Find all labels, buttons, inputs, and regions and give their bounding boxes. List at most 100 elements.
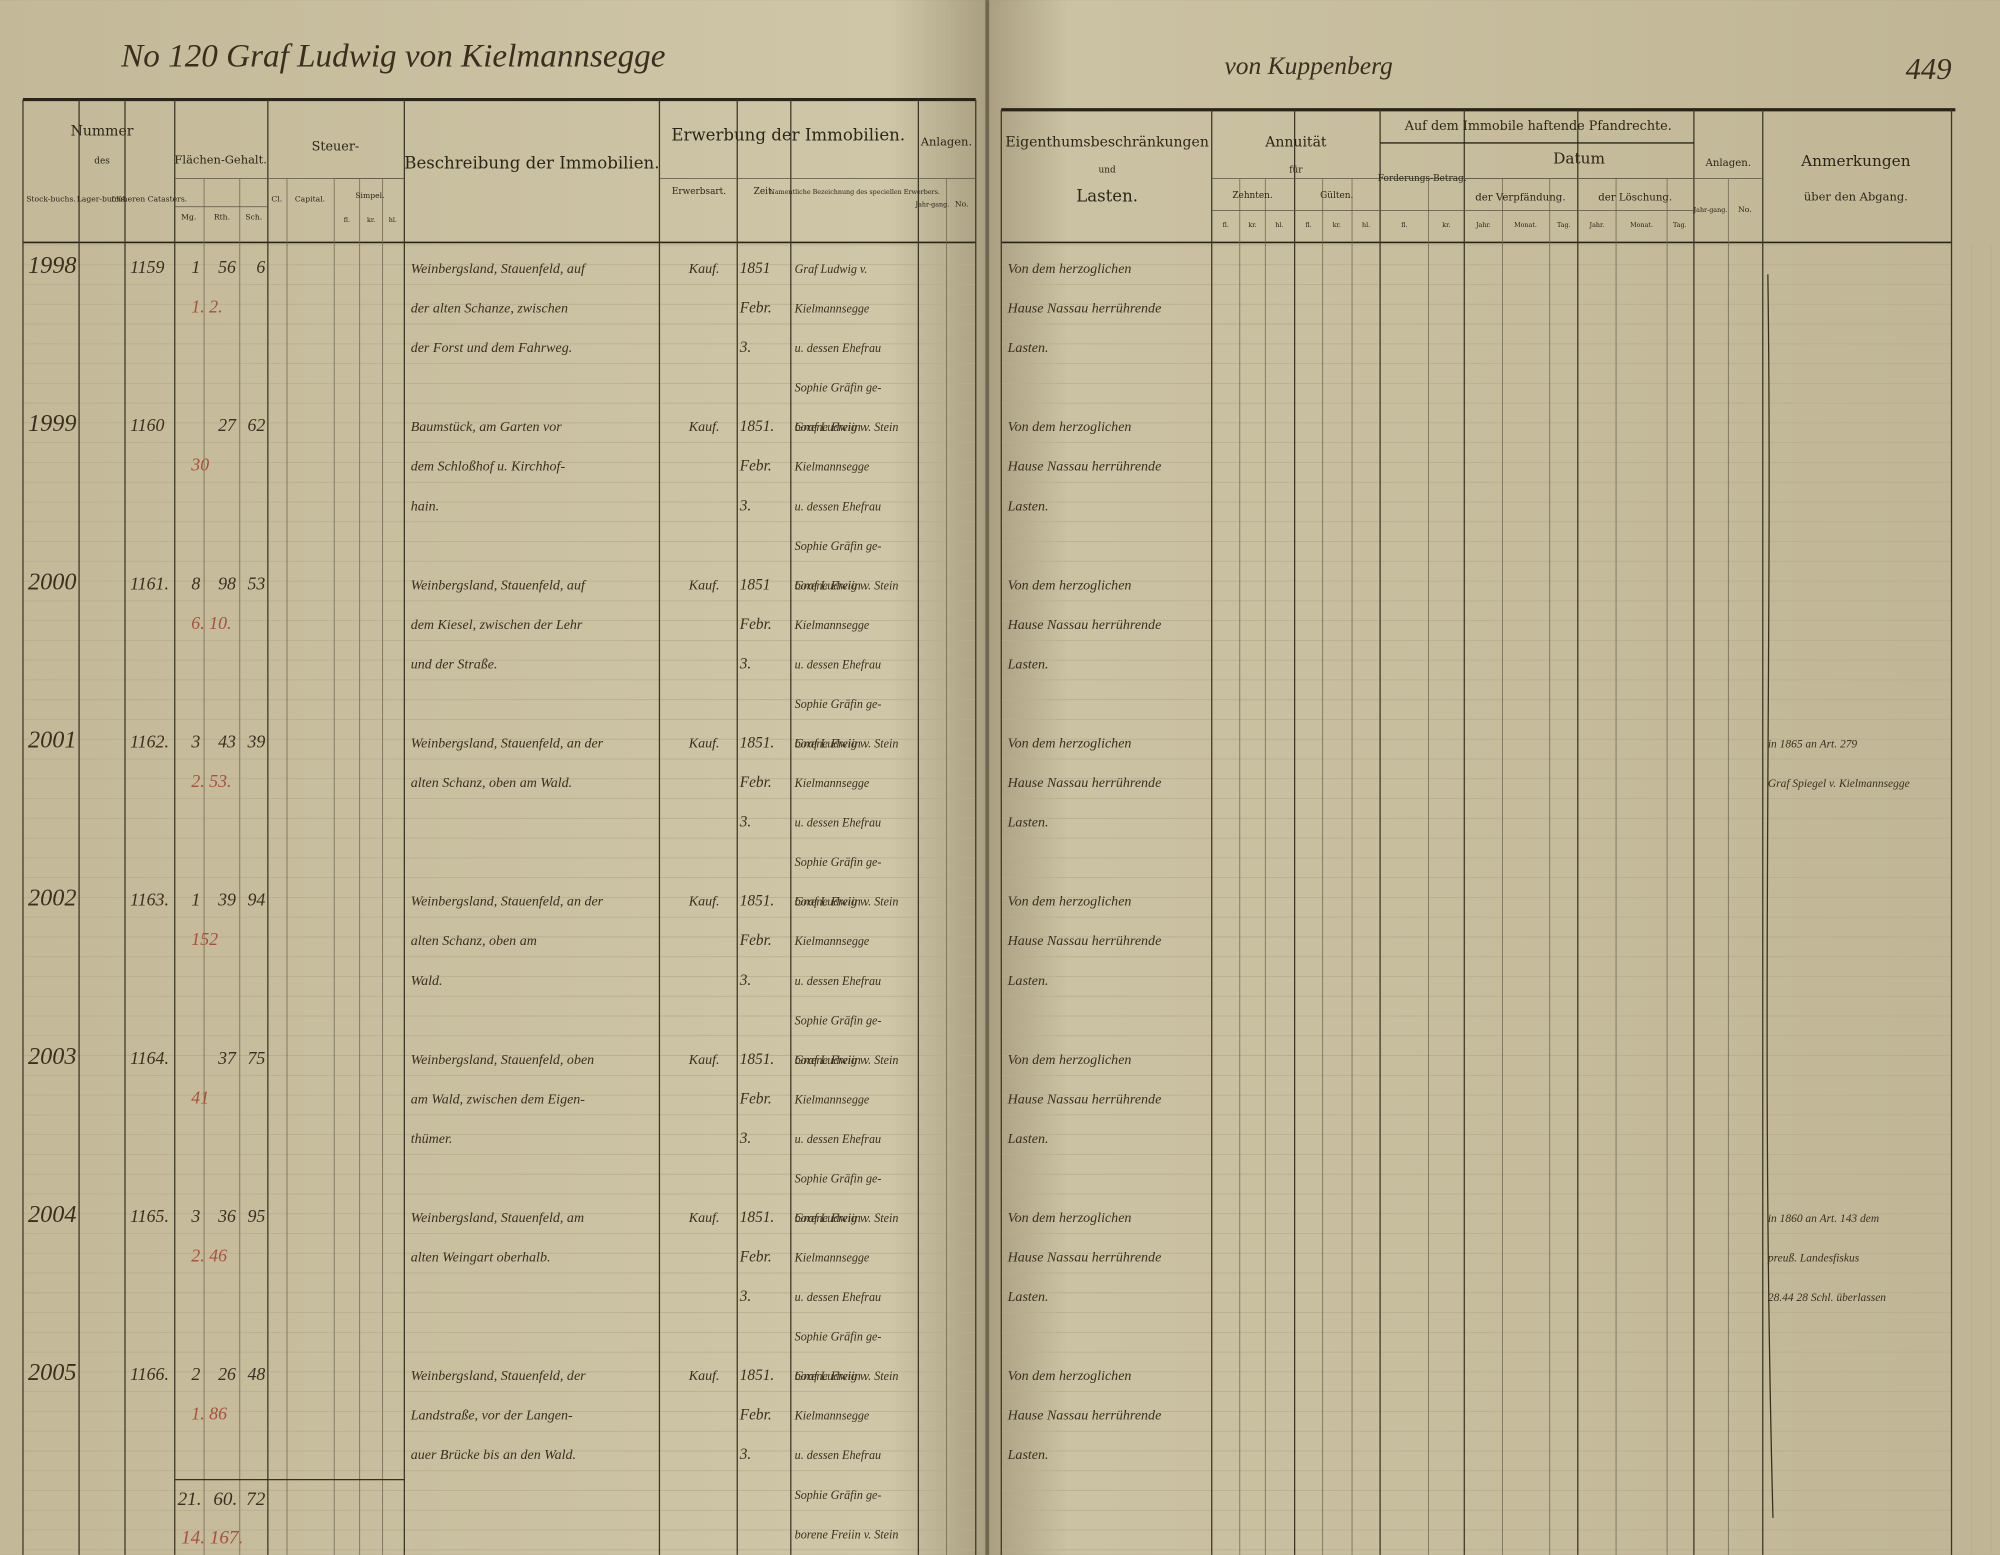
acquisition-type: Kauf. xyxy=(688,1052,720,1068)
encumbrance: Lasten. xyxy=(1007,973,1049,989)
column-header: No. xyxy=(955,200,969,209)
description: Wald. xyxy=(411,973,443,989)
encumbrance: Von dem herzoglichen xyxy=(1008,577,1132,593)
acquisition-date: 1851 xyxy=(740,576,771,593)
column-header: fl. xyxy=(1401,221,1407,229)
acquirer: Kielmannsegge xyxy=(794,1251,870,1265)
acquirer: u. dessen Ehefrau xyxy=(795,1290,881,1304)
acquisition-date: 1851. xyxy=(740,1209,774,1226)
acquirer: Sophie Gräfin ge- xyxy=(795,697,882,711)
area-rth: 39 xyxy=(217,890,236,910)
column-header: Erwerbsart. xyxy=(672,187,726,197)
encumbrance: Von dem herzoglichen xyxy=(1008,1052,1132,1068)
area-rth: 43 xyxy=(218,732,236,752)
acquirer: Graf Ludwig v. xyxy=(795,262,868,276)
column-header: hl. xyxy=(1275,221,1283,229)
acquisition-date: 3. xyxy=(739,1446,751,1463)
encumbrance: Hause Nassau herrührende xyxy=(1007,301,1162,317)
description: Weinbergsland, Stauenfeld, oben xyxy=(411,1052,594,1068)
stock-number: 2002 xyxy=(28,885,76,912)
area-red: 2. 53. xyxy=(191,771,231,791)
acquirer: borene Freiin v. Stein xyxy=(795,1053,899,1067)
area-red: 152 xyxy=(191,929,218,949)
lager-number: 1166. xyxy=(130,1364,169,1384)
area-sch: 75 xyxy=(247,1048,265,1068)
column-header: Lager-buchs. xyxy=(77,195,128,204)
page-heading: von Kuppenberg xyxy=(1224,51,1392,80)
encumbrance: Lasten. xyxy=(1007,815,1049,831)
description: dem Kiesel, zwischen der Lehr xyxy=(411,617,583,633)
description: der Forst und dem Fahrweg. xyxy=(411,340,573,356)
column-header: Beschreibung der Immobilien. xyxy=(404,153,659,172)
acquirer: Sophie Gräfin ge- xyxy=(795,1488,882,1502)
encumbrance: Von dem herzoglichen xyxy=(1008,1210,1132,1226)
description: Landstraße, vor der Langen- xyxy=(410,1408,573,1424)
acquirer: Kielmannsegge xyxy=(794,1409,870,1423)
lager-number: 1163. xyxy=(130,890,169,910)
lager-number: 1162. xyxy=(130,732,169,752)
acquirer: u. dessen Ehefrau xyxy=(795,657,881,671)
area-mg: 3 xyxy=(190,732,200,752)
column-header: kr. xyxy=(1442,221,1450,229)
acquirer: Graf Ludwig v. xyxy=(795,1053,868,1067)
encumbrance: Von dem herzoglichen xyxy=(1008,419,1132,435)
stock-number: 1999 xyxy=(28,410,76,437)
acquisition-date: Febr. xyxy=(739,300,772,317)
column-header: Jahr. xyxy=(1475,221,1491,229)
acquisition-date: 1851. xyxy=(740,735,774,752)
acquirer: Kielmannsegge xyxy=(794,776,870,790)
acquirer: Graf Ludwig v. xyxy=(795,1211,868,1225)
acquirer: Graf Ludwig v. xyxy=(795,737,868,751)
lager-number: 1165. xyxy=(130,1206,169,1226)
column-header: kr. xyxy=(1248,221,1256,229)
acquisition-date: 3. xyxy=(739,814,751,831)
acquirer: borene Freiin v. Stein xyxy=(795,1211,899,1225)
column-header: über den Abgang. xyxy=(1804,189,1908,203)
acquirer: borene Freiin v. Stein xyxy=(795,895,899,909)
column-header: Jahr-gang. xyxy=(1693,206,1728,214)
acquirer: u. dessen Ehefrau xyxy=(795,816,881,830)
remark: 28.44 28 Schl. überlassen xyxy=(1768,1292,1886,1304)
stock-number: 2004 xyxy=(28,1201,76,1228)
area-sch: 6 xyxy=(256,257,265,277)
column-header: fl. xyxy=(1223,221,1229,229)
acquisition-date: Febr. xyxy=(739,1090,772,1107)
column-header: Erwerbung der Immobilien. xyxy=(671,125,905,144)
stock-number: 2000 xyxy=(28,568,76,595)
acquirer: Sophie Gräfin ge- xyxy=(795,1171,882,1185)
encumbrance: Hause Nassau herrührende xyxy=(1007,1408,1162,1424)
acquirer: u. dessen Ehefrau xyxy=(795,1448,881,1462)
description: dem Schloßhof u. Kirchhof- xyxy=(411,459,566,475)
acquisition-date: 3. xyxy=(739,655,751,672)
stock-number: 1998 xyxy=(28,252,76,279)
acquisition-date: Febr. xyxy=(739,458,772,475)
acquirer: Sophie Gräfin ge- xyxy=(795,539,882,553)
acquirer: u. dessen Ehefrau xyxy=(795,341,881,355)
acquisition-date: 1851. xyxy=(740,1367,774,1384)
column-header: kr. xyxy=(367,216,375,224)
column-header: Zeit. xyxy=(754,187,775,197)
acquirer: Kielmannsegge xyxy=(794,302,870,316)
column-header: fl. xyxy=(344,216,350,224)
page-heading: No 120 Graf Ludwig von Kielmannsegge xyxy=(120,37,665,74)
lager-number: 1160 xyxy=(130,415,164,435)
column-header: Anmerkungen xyxy=(1800,152,1911,170)
acquisition-date: 1851. xyxy=(740,1051,774,1068)
column-header: der Verpfändung. xyxy=(1475,192,1565,203)
encumbrance: Von dem herzoglichen xyxy=(1008,1368,1132,1384)
column-header: Anlagen. xyxy=(920,134,972,148)
area-red: 1. 86 xyxy=(191,1404,227,1424)
description: Weinbergsland, Stauenfeld, auf xyxy=(411,577,587,593)
column-header: No. xyxy=(1738,205,1752,214)
total-sch: 72 xyxy=(246,1489,266,1510)
column-header: Datum xyxy=(1553,149,1605,167)
acquisition-type: Kauf. xyxy=(688,261,720,277)
encumbrance: Hause Nassau herrührende xyxy=(1007,459,1162,475)
column-header: Zehnten. xyxy=(1232,191,1272,201)
lager-number: 1159 xyxy=(130,257,164,277)
column-header: hl. xyxy=(1362,221,1370,229)
column-header: Namentliche Bezeichnung des speciellen E… xyxy=(769,188,940,196)
acquisition-type: Kauf. xyxy=(688,894,720,910)
column-header: Annuität xyxy=(1264,135,1327,151)
